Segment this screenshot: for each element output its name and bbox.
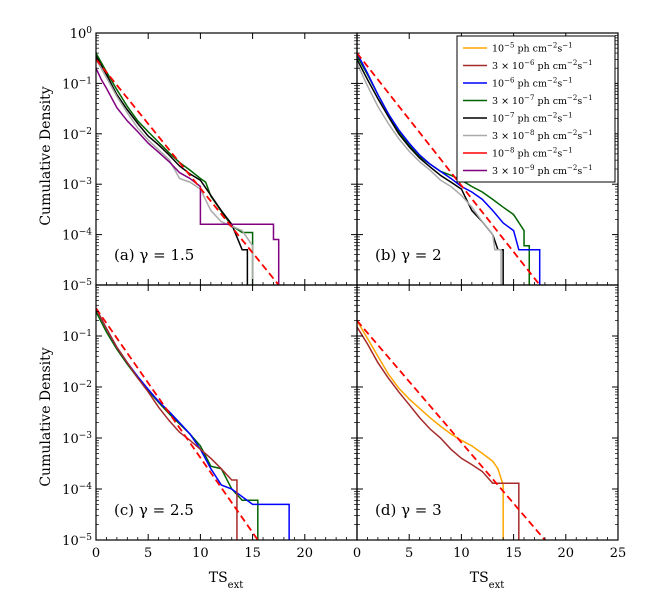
- series-line-c-2: [96, 307, 238, 540]
- y-tick-label: 10−1: [62, 329, 92, 345]
- x-tick-label: 20: [297, 546, 314, 561]
- x-tick-label: 5: [405, 546, 413, 561]
- y-tick-label: 10−4: [62, 228, 92, 244]
- y-tick-label: 10−3: [62, 177, 92, 193]
- legend-label: 10−8​ ph cm−2​s−1​: [492, 147, 573, 160]
- y-tick-label: 10−2: [62, 380, 92, 396]
- legend-frame: [456, 35, 616, 183]
- x-tick-label: 20: [558, 546, 575, 561]
- y-tick-label: 10−4: [62, 482, 92, 498]
- plot-area-c: [96, 307, 290, 540]
- legend-label: 10−5​ ph cm−2​s−1​: [492, 42, 573, 55]
- x-tick-label: 0: [92, 546, 100, 561]
- panel-c: 0 5 10 15 20 10−1 10−2 10−3 10−4 10−5 (c) γ = 2.5: [62, 284, 358, 561]
- x-tick-label: 10: [453, 546, 470, 561]
- series-line-b-1: [357, 52, 541, 285]
- series-line-a-3: [96, 67, 280, 285]
- panel-frame-d: [356, 284, 619, 541]
- legend-label: 3 × 10−7​ ph cm−2​s−1​: [492, 94, 593, 107]
- y-tick-label: 10−5: [62, 278, 92, 294]
- reference-line-b: [357, 52, 541, 285]
- y-tick-label: 100: [70, 26, 93, 42]
- x-tick-label: 25: [610, 546, 627, 561]
- series-line-c-0: [96, 311, 259, 540]
- reference-line-a: [96, 58, 280, 285]
- x-tick-label: 5: [144, 546, 152, 561]
- y-tick-label: 10−5: [62, 533, 92, 549]
- panel-label-b: (b) γ = 2: [375, 246, 442, 264]
- panel-b: (b) γ = 2: [356, 32, 619, 286]
- series-line-d-1: [357, 326, 520, 540]
- legend-label: 3 × 10−8​ ph cm−2​s−1​: [492, 129, 593, 142]
- x-axis-label-left: TSext: [209, 570, 244, 591]
- y-tick-label: 10−1: [62, 76, 92, 92]
- panel-d: 0 5 10 15 20 25 (d) γ = 3: [353, 284, 627, 561]
- series-line-a-1: [96, 55, 249, 285]
- series-line-b-2: [357, 59, 504, 285]
- series-line-d-0: [357, 320, 504, 540]
- series-line-b-3: [357, 63, 502, 285]
- legend-label: 10−7​ ph cm−2​s−1​: [492, 112, 573, 125]
- legend: 10−5​ ph cm−2​s−1​ 3 × 10−6​ ph cm−2​s−1​…: [456, 35, 616, 183]
- plot-area-a: [96, 52, 280, 285]
- reference-line-d: [357, 320, 546, 540]
- plot-area-b: [357, 52, 541, 285]
- x-tick-label: 15: [244, 546, 261, 561]
- plot-area-d: [357, 320, 546, 540]
- legend-label: 3 × 10−6​ ph cm−2​s−1​: [492, 59, 593, 72]
- y-axis-label-bottom: Cumulative Density: [38, 347, 54, 486]
- reference-line-c: [96, 307, 259, 540]
- x-tick-label: 15: [505, 546, 522, 561]
- x-tick-label: 10: [192, 546, 209, 561]
- x-tick-label: 0: [353, 546, 361, 561]
- y-tick-label: 10−3: [62, 431, 92, 447]
- legend-label: 10−6​ ph cm−2​s−1​: [492, 77, 573, 90]
- panel-a: 100 10−1 10−2 10−3 10−4 10−5 (a) γ = 1.5: [62, 26, 358, 294]
- panel-label-c: (c) γ = 2.5: [114, 501, 194, 519]
- panel-label-d: (d) γ = 3: [375, 501, 442, 519]
- legend-label: 3 × 10−9​ ph cm−2​s−1​: [492, 164, 593, 177]
- y-tick-label: 10−2: [62, 127, 92, 143]
- panel-label-a: (a) γ = 1.5: [114, 246, 194, 264]
- y-axis-label-top: Cumulative Density: [38, 86, 54, 225]
- x-axis-label-right: TSext: [470, 570, 505, 591]
